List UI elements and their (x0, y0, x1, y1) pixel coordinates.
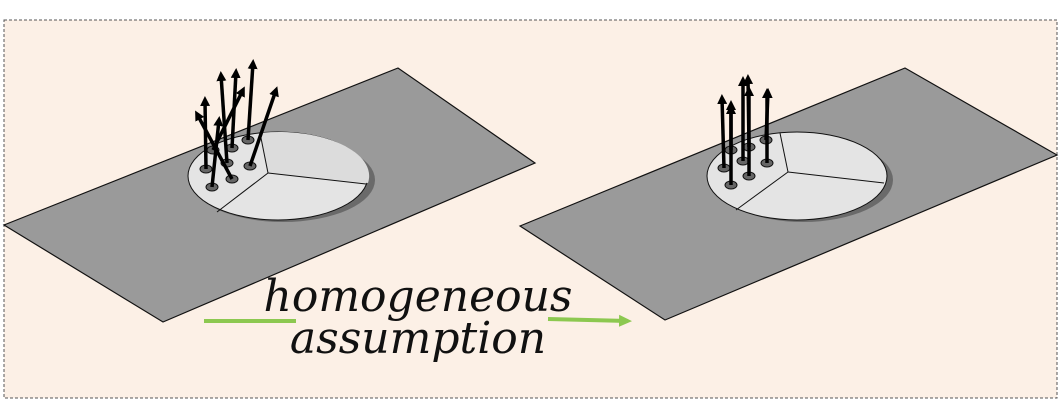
caption-line-1: homogeneous (263, 271, 572, 322)
left-panel (2, 59, 537, 323)
vector-arrow (210, 116, 224, 188)
vector-arrow (211, 86, 245, 151)
vector-arrow (248, 86, 279, 167)
vector-arrow (717, 94, 728, 169)
vector-arrow (762, 88, 773, 141)
vector-arrow (743, 74, 754, 148)
left-disc-divider-3 (216, 172, 269, 213)
left-disc-divider-2 (267, 172, 367, 185)
transition-arrow-head (547, 314, 632, 327)
right-panel (518, 67, 1059, 321)
right-vector-arrows (717, 74, 773, 185)
right-disc-divider-3 (735, 171, 789, 211)
right-disc-divider-1 (779, 132, 789, 173)
right-disc-divider-2 (787, 171, 885, 184)
right-disc (706, 131, 888, 221)
left-disc-sector (260, 131, 370, 183)
transition-arrow (204, 314, 632, 327)
vector-arrow (200, 96, 211, 170)
left-vector-arrows (195, 59, 279, 188)
vector-arrow (246, 59, 258, 141)
left-disc-divider-1 (259, 132, 269, 174)
vector-arrow (216, 71, 229, 164)
vector-arrow (230, 68, 241, 149)
caption-line-2: assumption (290, 313, 546, 364)
